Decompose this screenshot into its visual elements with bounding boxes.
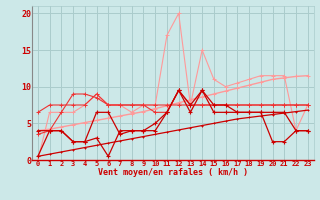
X-axis label: Vent moyen/en rafales ( km/h ): Vent moyen/en rafales ( km/h ) [98, 168, 248, 177]
